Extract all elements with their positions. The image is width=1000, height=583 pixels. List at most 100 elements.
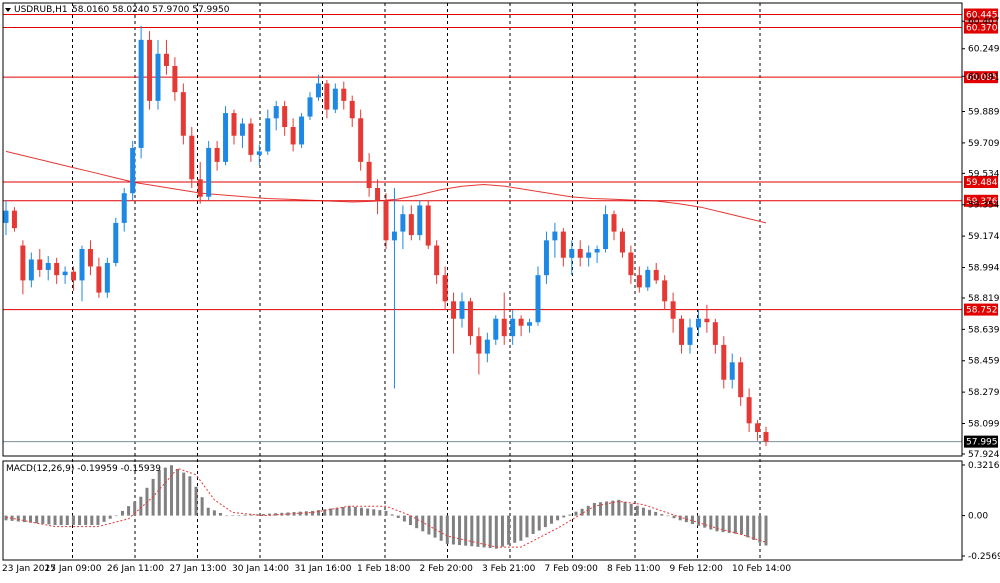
macd-bar <box>630 504 633 516</box>
macd-bar <box>164 468 167 516</box>
macd-bar <box>115 516 118 517</box>
macd-bar <box>452 516 455 545</box>
candle <box>181 83 186 144</box>
candle-body <box>451 301 456 318</box>
candle-body <box>156 54 161 101</box>
candle-body <box>536 275 541 322</box>
macd-bar <box>654 512 657 516</box>
time-label: 10 Feb 14:00 <box>732 564 791 574</box>
time-label: 3 Feb 21:00 <box>482 564 536 574</box>
macd-bar <box>446 516 449 544</box>
candle-body <box>645 270 650 287</box>
macd-bar <box>385 511 388 516</box>
candle-body <box>341 89 346 101</box>
candle-body <box>105 263 110 293</box>
macd-bar <box>96 516 99 525</box>
candle-body <box>130 148 135 193</box>
macd-bar <box>35 516 38 524</box>
candle-body <box>223 113 228 162</box>
candle-body <box>113 223 118 263</box>
macd-bar <box>121 511 124 516</box>
macd-bar <box>575 512 578 516</box>
time-label: 27 Jan 13:00 <box>170 564 227 574</box>
price-tick-label: 58.4590 <box>968 357 1000 367</box>
time-label: 31 Jan 16:00 <box>295 564 352 574</box>
macd-bar <box>397 516 400 518</box>
candle-body <box>181 92 186 136</box>
macd-bar <box>728 516 731 533</box>
macd-bar <box>403 516 406 522</box>
macd-bar <box>636 506 639 516</box>
ohlc-readout: 58.0160 58.0240 57.9700 57.9950 <box>72 5 230 15</box>
macd-bar <box>317 510 320 516</box>
macd-bar <box>139 497 142 516</box>
macd-bar <box>734 516 737 534</box>
macd-bar <box>532 516 535 534</box>
macd-bar <box>72 516 75 525</box>
macd-bar <box>188 476 191 515</box>
candle-body <box>265 118 270 151</box>
macd-bar <box>550 516 553 524</box>
price-tick-label: 59.1740 <box>968 232 1000 242</box>
macd-bar <box>679 516 682 521</box>
macd-bar <box>342 507 345 516</box>
candle-body <box>240 124 245 136</box>
candle-body <box>527 322 532 325</box>
candle-body <box>147 40 152 101</box>
price-tick-label: 60.2490 <box>968 45 1000 55</box>
candle-body <box>628 253 633 276</box>
price-tick-label: 58.6390 <box>968 325 1000 335</box>
macd-bar <box>691 516 694 524</box>
candle-body <box>443 275 448 301</box>
macd-bar <box>348 506 351 515</box>
macd-bar <box>746 516 749 538</box>
candle-body <box>232 113 237 136</box>
macd-bar <box>378 510 381 516</box>
macd-tick-label: 0.00 <box>968 512 988 522</box>
candle-body <box>400 214 405 231</box>
macd-bar <box>244 515 247 516</box>
candle-body <box>367 162 372 188</box>
candle <box>417 200 422 240</box>
candle-body <box>612 214 617 231</box>
candle-body <box>63 272 68 275</box>
candle-body <box>80 249 85 280</box>
time-label: 26 Jan 11:00 <box>107 564 164 574</box>
candle <box>189 127 194 188</box>
candle-body <box>54 263 59 275</box>
price-tick-label: 60.4070 <box>968 17 1000 27</box>
macd-bar <box>765 516 768 546</box>
macd-bar <box>752 516 755 540</box>
symbol-label: USDRUB,H1 <box>14 5 68 15</box>
candle-body <box>350 101 355 118</box>
macd-bar <box>544 516 547 528</box>
macd-bar <box>231 515 234 516</box>
macd-bar <box>78 516 81 525</box>
candle-body <box>510 319 515 336</box>
candle-body <box>215 148 220 162</box>
macd-bar <box>195 487 198 516</box>
candle-body <box>637 275 642 287</box>
price-tick-label: 59.8890 <box>968 107 1000 117</box>
candle-body <box>519 319 524 326</box>
macd-bar <box>23 516 26 522</box>
macd-bar <box>703 516 706 528</box>
candle-body <box>417 205 422 235</box>
candle-body <box>671 301 676 318</box>
candle-body <box>257 151 262 154</box>
candle-body <box>460 301 465 318</box>
macd-bar <box>427 516 430 535</box>
macd-bar <box>415 516 418 529</box>
candle-body <box>189 136 194 180</box>
macd-tick-label: -0.25693 <box>968 552 1000 562</box>
candle-body <box>71 272 76 281</box>
macd-bar <box>440 516 443 541</box>
candle <box>113 218 118 267</box>
candle-body <box>654 270 659 280</box>
candle-body <box>392 232 397 241</box>
time-label: 1 Feb 18:00 <box>357 564 411 574</box>
candle-body <box>358 118 363 162</box>
